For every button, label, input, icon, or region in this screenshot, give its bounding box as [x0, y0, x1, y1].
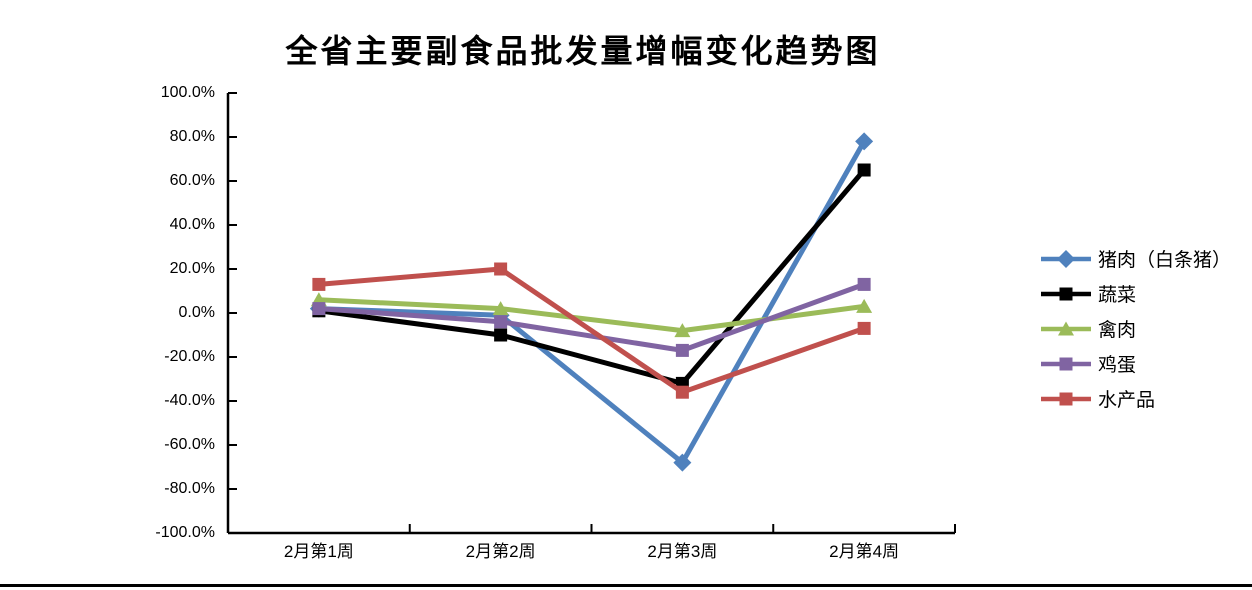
legend-label: 鸡蛋 — [1098, 355, 1137, 376]
data-point-0-2 — [673, 453, 692, 472]
legend-marker-shape — [1059, 287, 1073, 300]
legend-marker-shape — [1059, 357, 1073, 370]
y-tick-label: -20.0% — [164, 348, 215, 365]
series-line-4 — [318, 266, 865, 395]
series-line-0 — [318, 140, 867, 466]
bottom-divider-line — [0, 584, 1252, 587]
data-point-4-1 — [494, 262, 508, 276]
data-point-0-3 — [855, 132, 874, 151]
data-point-1-3 — [857, 163, 871, 177]
legend-marker-square-icon — [1041, 392, 1091, 405]
y-tick-label: 40.0% — [169, 216, 215, 233]
x-tick-label: 2月第1周 — [283, 542, 354, 561]
data-point-4-0 — [312, 277, 326, 291]
legend-marker-square-icon — [1041, 357, 1091, 370]
legend-item-1: 蔬菜 — [1040, 276, 1231, 311]
x-tick-label: 2月第4周 — [829, 542, 900, 561]
legend-label: 禽肉 — [1098, 320, 1137, 341]
y-tick-label: 0.0% — [178, 304, 215, 321]
series-line-3 — [318, 282, 865, 353]
legend-marker-shape — [1059, 392, 1073, 405]
legend-item-4: 水产品 — [1040, 381, 1231, 416]
legend-item-0: 猪肉（白条猪） — [1040, 241, 1231, 276]
data-point-1-1 — [494, 328, 508, 342]
legend-marker-triangle-icon — [1041, 321, 1091, 335]
legend-marker-diamond-icon — [1041, 249, 1091, 268]
data-point-2-3 — [856, 298, 873, 313]
data-point-3-2 — [675, 343, 689, 357]
legend-marker-shape — [1058, 321, 1074, 335]
legend-item-2: 禽肉 — [1040, 311, 1231, 346]
legend-item-3: 鸡蛋 — [1040, 346, 1231, 381]
x-tick-label: 2月第3周 — [647, 542, 718, 561]
y-tick-label: -80.0% — [164, 480, 215, 497]
legend-marker-square-icon — [1041, 287, 1091, 300]
legend-label: 猪肉（白条猪） — [1098, 250, 1232, 271]
data-point-4-2 — [675, 385, 689, 399]
y-tick-label: -40.0% — [164, 392, 215, 409]
legend-label: 蔬菜 — [1098, 285, 1137, 306]
y-tick-label: -60.0% — [164, 436, 215, 453]
y-tick-label: -100.0% — [155, 524, 215, 541]
data-point-3-1 — [494, 315, 508, 329]
data-point-2-1 — [492, 301, 509, 316]
y-tick-label: 60.0% — [169, 172, 215, 189]
x-tick-label: 2月第2周 — [465, 542, 536, 561]
chart-title: 全省主要副食品批发量增幅变化趋势图 — [285, 33, 881, 69]
data-point-2-2 — [674, 323, 691, 338]
y-tick-label: 20.0% — [169, 260, 215, 277]
data-point-3-3 — [857, 277, 871, 291]
y-tick-label: 100.0% — [160, 84, 215, 101]
y-tick-label: 80.0% — [169, 128, 215, 145]
legend-marker-shape — [1057, 249, 1075, 268]
legend-label: 水产品 — [1098, 390, 1156, 411]
series-line-1 — [318, 168, 867, 386]
chart-legend: 猪肉（白条猪） 蔬菜禽肉鸡蛋水产品 — [1040, 241, 1231, 416]
data-point-3-0 — [312, 302, 326, 316]
data-point-4-3 — [857, 321, 871, 335]
